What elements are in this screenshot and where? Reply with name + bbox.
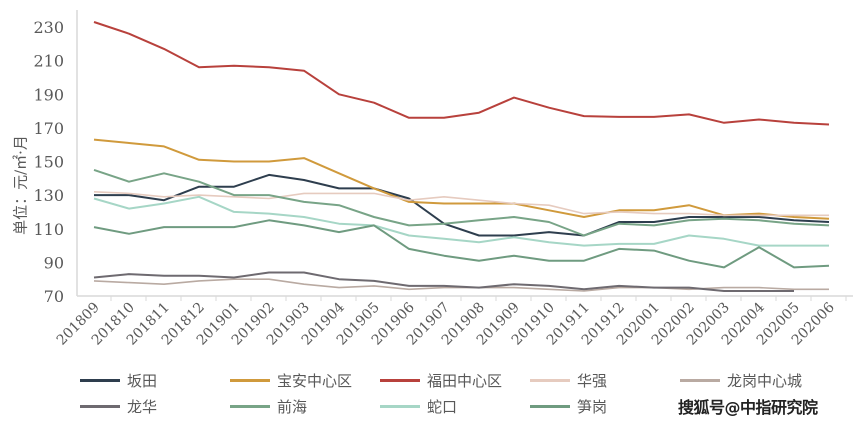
y-tick-label: 230 [33,18,64,37]
y-tick-label: 90 [44,253,64,272]
y-tick-label: 110 [33,220,64,239]
series-line-福田中心区 [93,21,830,126]
series-line-宝安中心区 [93,138,830,220]
series-line-前海 [93,168,830,237]
y-axis-label: 单位：元/㎡·月 [11,135,30,235]
series-lines [93,21,830,292]
y-tick-label: 210 [33,52,64,71]
y-tick-labels: 70 90 110 130 150 170 190 210 230 [33,18,64,306]
series-line-笋岗 [93,219,830,269]
series-line-坂田 [94,173,830,237]
y-tick-label: 70 [44,287,64,306]
y-tick-label: 130 [33,186,64,205]
x-tick-labels: 2018092018102018112018122019012019022019… [54,299,838,348]
y-tick-label: 170 [33,119,64,138]
y-tick-label: 150 [33,153,64,172]
series-line-蛇口 [93,195,829,247]
series-line-龙华 [93,271,794,292]
series-line-龙岗中心城 [93,278,829,292]
series-line-华强 [93,191,829,217]
watermark: 搜狐号@中指研究院 [678,398,818,417]
axes [76,10,853,301]
y-tick-label: 190 [33,85,64,104]
